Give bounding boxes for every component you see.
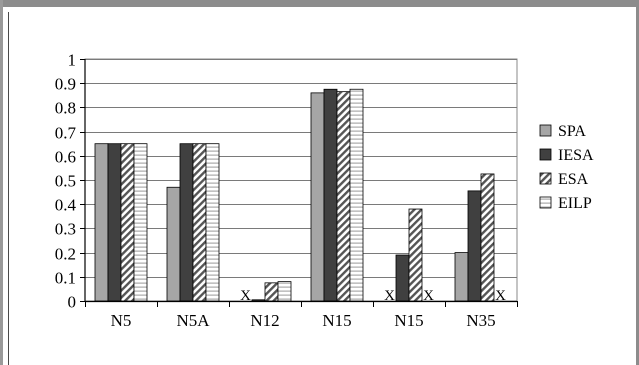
x-tick-label: N5A: [176, 311, 210, 330]
x-tick-label: N15: [394, 311, 423, 330]
x-tick-label: N35: [466, 311, 495, 330]
legend-label: ESA: [558, 171, 589, 188]
legend-label: SPA: [558, 123, 586, 140]
y-tick-label: 0.3: [55, 220, 76, 239]
bar-esa-3: [336, 91, 351, 302]
bar-esa-2: [264, 282, 279, 302]
y-tick-label: 0.1: [55, 269, 76, 288]
missing-marker: X: [240, 288, 251, 304]
bar-iesa-0: [107, 143, 122, 302]
bar-iesa-1: [179, 143, 194, 302]
y-tick-label: 0: [68, 293, 77, 312]
legend-swatch-esa: [539, 172, 552, 185]
bar-esa-1: [192, 143, 207, 302]
bar-iesa-3: [323, 88, 338, 302]
bar-eilp-2: [277, 281, 292, 302]
bar-esa-5: [480, 173, 495, 302]
y-tick-label: 0.7: [55, 124, 77, 143]
frame-top-border: [0, 0, 639, 7]
y-tick-label: 0.2: [55, 245, 76, 264]
legend-label: IESA: [558, 147, 594, 164]
bar-spa-3: [310, 92, 325, 302]
legend-label: EILP: [558, 195, 592, 212]
x-tick-label: N12: [250, 311, 279, 330]
missing-marker: X: [384, 288, 395, 304]
legend-swatch-spa: [539, 124, 552, 137]
x-tick-label: N15: [322, 311, 351, 330]
missing-marker: X: [423, 288, 434, 304]
bar-eilp-3: [349, 88, 364, 302]
legend-swatch-eilp: [539, 196, 552, 209]
y-tick-label: 0.9: [55, 75, 76, 94]
y-tick-label: 1: [68, 51, 77, 70]
bar-iesa-5: [467, 190, 482, 302]
frame-inner-line: [8, 12, 9, 365]
bar-iesa-4: [395, 254, 410, 302]
bar-spa-1: [166, 186, 181, 302]
legend-swatch-iesa: [539, 148, 552, 161]
y-tick-label: 0.4: [55, 196, 77, 215]
bar-eilp-1: [205, 143, 220, 302]
y-tick-label: 0.8: [55, 99, 76, 118]
bar-esa-0: [120, 143, 135, 302]
frame-left-border: [0, 0, 3, 365]
bar-iesa-2: [251, 299, 266, 302]
x-tick-label: N5: [111, 311, 132, 330]
bar-spa-5: [454, 252, 469, 302]
bar-esa-4: [408, 208, 423, 302]
y-tick-label: 0.5: [55, 172, 76, 191]
y-tick-label: 0.6: [55, 148, 76, 167]
missing-marker: X: [495, 288, 506, 304]
frame-right-border: [636, 0, 639, 365]
bar-spa-0: [94, 143, 109, 302]
bar-eilp-0: [133, 143, 148, 302]
